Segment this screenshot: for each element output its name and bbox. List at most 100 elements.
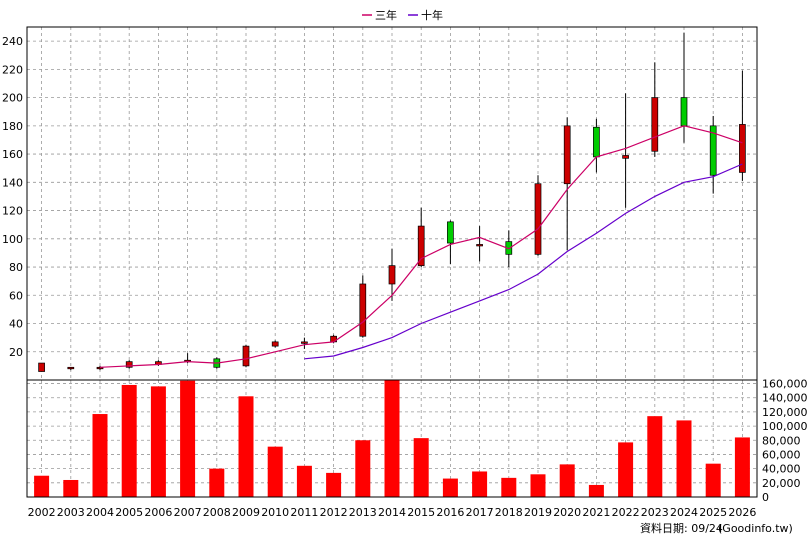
x-tick-label-2009: 2009 [232, 506, 260, 519]
x-tick-label-2018: 2018 [495, 506, 523, 519]
x-tick-label-2005: 2005 [115, 506, 143, 519]
x-tick-label-2024: 2024 [670, 506, 698, 519]
candle-2014 [388, 248, 396, 301]
candle-2017 [476, 226, 483, 262]
price-tick-label-1: 40 [9, 318, 23, 331]
volume-tick-label-3: 60,000 [762, 448, 801, 461]
footer-credit: (Goodinfo.tw) [718, 522, 793, 535]
legend-label-0: 三年 [375, 8, 397, 22]
candle-2020 [563, 117, 571, 251]
price-tick-label-10: 220 [2, 63, 23, 76]
candle-2005 [125, 360, 133, 369]
x-tick-label-2002: 2002 [28, 506, 56, 519]
volume-bar-2017 [472, 471, 488, 497]
volume-bar-2014 [384, 380, 400, 497]
candle-body-2016 [447, 221, 454, 244]
x-tick-label-2007: 2007 [174, 506, 202, 519]
candle-body-2015 [417, 225, 425, 266]
candle-body-2009 [242, 345, 250, 367]
volume-frame [26, 379, 758, 498]
candle-2019 [534, 175, 542, 256]
candle-2009 [242, 344, 250, 368]
candles [38, 32, 746, 372]
x-tick-label-2020: 2020 [553, 506, 581, 519]
x-tick-label-2010: 2010 [261, 506, 289, 519]
candle-body-2026 [739, 124, 746, 173]
footer-date: 資料日期: 09/24 [640, 521, 723, 535]
x-tick-label-2008: 2008 [203, 506, 231, 519]
x-tick-label-2021: 2021 [582, 506, 610, 519]
candle-2023 [651, 62, 659, 157]
volume-bar-2025 [705, 463, 721, 497]
candle-body-2017 [476, 244, 483, 247]
candle-2002 [38, 362, 45, 372]
candle-2013 [359, 275, 367, 338]
price-tick-label-7: 160 [2, 148, 23, 161]
candle-body-2022 [622, 155, 629, 159]
price-tick-label-4: 100 [2, 233, 23, 246]
x-tick-label-2019: 2019 [524, 506, 552, 519]
price-tick-label-2: 60 [9, 289, 23, 302]
price-tick-label-5: 120 [2, 205, 23, 218]
candle-body-2014 [388, 265, 396, 285]
volume-tick-label-5: 100,000 [762, 420, 808, 433]
candle-body-2025 [709, 125, 717, 176]
candle-2015 [417, 207, 425, 268]
x-tick-label-2014: 2014 [378, 506, 406, 519]
price-tick-label-8: 180 [2, 120, 23, 133]
volume-bar-2019 [530, 474, 546, 497]
x-tick-label-2025: 2025 [699, 506, 727, 519]
x-tick-label-2006: 2006 [144, 506, 172, 519]
series-line-0 [99, 125, 743, 368]
x-axis: 2002 2003 2004 2005 2006 2007 2008 2009 2010 2011… [28, 506, 757, 519]
volume-bar-2007 [180, 380, 196, 497]
price-y-axis: 20 40 60 80 100 120 140 160 180 200 220 240 [2, 35, 23, 359]
series-line-1 [304, 163, 743, 360]
x-tick-label-2016: 2016 [436, 506, 464, 519]
x-tick-label-2023: 2023 [641, 506, 669, 519]
volume-bar-2023 [647, 416, 663, 497]
candle-2026 [739, 70, 746, 181]
candle-body-2003 [67, 366, 75, 370]
candle-body-2023 [651, 97, 659, 152]
volume-bar-2009 [238, 396, 254, 497]
volume-bar-2011 [296, 465, 312, 497]
volume-bar-2008 [209, 468, 225, 497]
volume-tick-label-6: 120,000 [762, 406, 808, 419]
volume-tick-label-7: 140,000 [762, 392, 808, 405]
candle-body-2021 [593, 126, 600, 158]
candle-2022 [622, 93, 629, 208]
volume-tick-label-1: 20,000 [762, 477, 801, 490]
price-tick-label-6: 140 [2, 176, 23, 189]
x-tick-label-2012: 2012 [320, 506, 348, 519]
volume-bar-2003 [63, 479, 79, 497]
candle-body-2024 [680, 97, 688, 127]
volume-bar-2006 [150, 386, 166, 497]
volume-tick-label-2: 40,000 [762, 463, 801, 476]
candle-2016 [447, 220, 454, 265]
x-tick-label-2003: 2003 [57, 506, 85, 519]
candle-body-2020 [563, 125, 571, 185]
volume-bar-2015 [413, 438, 429, 497]
volume-y-axis: 020,00040,00060,00080,000100,000120,0001… [762, 378, 808, 504]
candle-body-2005 [125, 361, 133, 368]
volume-bar-2013 [355, 440, 371, 497]
price-tick-label-11: 240 [2, 35, 23, 48]
volume-bar-2021 [588, 484, 604, 497]
volume-tick-label-8: 160,000 [762, 378, 808, 391]
price-tick-label-3: 80 [9, 261, 23, 274]
volume-tick-label-0: 0 [762, 491, 769, 504]
x-tick-label-2026: 2026 [728, 506, 756, 519]
candle-body-2011 [301, 341, 308, 344]
candle-body-2013 [359, 283, 367, 337]
x-tick-label-2004: 2004 [86, 506, 114, 519]
volume-tick-label-4: 80,000 [762, 434, 801, 447]
volume-bar-2016 [442, 478, 458, 497]
candle-2003 [67, 366, 75, 371]
volume-bar-2020 [559, 464, 575, 497]
volume-bar-2010 [267, 446, 283, 497]
volume-bar-2005 [121, 384, 137, 497]
volume-bar-2002 [34, 475, 50, 497]
